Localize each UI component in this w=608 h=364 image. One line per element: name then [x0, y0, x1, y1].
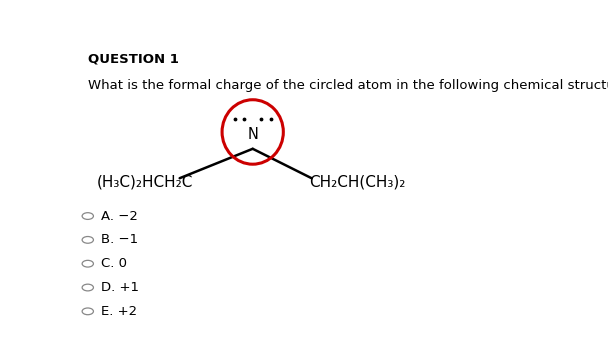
Text: B. −1: B. −1 [101, 233, 138, 246]
Text: D. +1: D. +1 [101, 281, 139, 294]
Text: N: N [247, 127, 258, 142]
Text: E. +2: E. +2 [101, 305, 137, 318]
Text: C. 0: C. 0 [101, 257, 127, 270]
Text: A. −2: A. −2 [101, 210, 138, 222]
Text: (H₃C)₂HCH₂C: (H₃C)₂HCH₂C [97, 175, 193, 190]
Text: QUESTION 1: QUESTION 1 [88, 52, 179, 65]
Text: What is the formal charge of the circled atom in the following chemical structur: What is the formal charge of the circled… [88, 79, 608, 92]
Text: CH₂CH(CH₃)₂: CH₂CH(CH₃)₂ [309, 175, 406, 190]
